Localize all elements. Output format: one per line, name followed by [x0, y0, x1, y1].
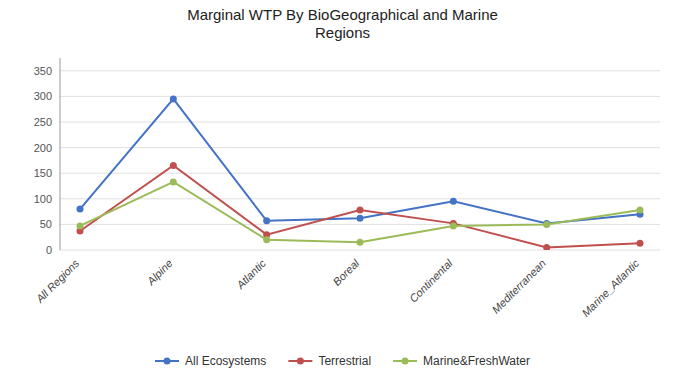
- series-line: [80, 166, 640, 248]
- grid-line: [60, 224, 660, 225]
- legend-item: All Ecosystems: [155, 354, 266, 368]
- x-axis: All Regions Alpine Atlantic Boreal Continent…: [33, 257, 642, 319]
- legend-item: Marine&FreshWater: [393, 354, 530, 368]
- legend-label: Marine&FreshWater: [423, 354, 530, 368]
- y-tick-label: 50: [40, 218, 52, 230]
- y-tick-label: 100: [34, 193, 52, 205]
- point: [357, 239, 364, 246]
- grid-line: [60, 96, 660, 97]
- grid-line: [60, 198, 660, 199]
- point: [543, 221, 550, 228]
- point: [357, 207, 364, 214]
- point: [170, 178, 177, 185]
- x-tick-label: Alpine: [144, 257, 175, 288]
- legend-label: Terrestrial: [318, 354, 371, 368]
- y-tick-label: 200: [34, 142, 52, 154]
- series-line: [80, 99, 640, 223]
- x-tick-label: Atlantic: [233, 257, 268, 292]
- point: [170, 162, 177, 169]
- title: Marginal WTP By BioGeographical and Mari…: [187, 6, 498, 41]
- point: [637, 207, 644, 214]
- point: [263, 236, 270, 243]
- legend-label: All Ecosystems: [185, 354, 266, 368]
- y-tick-label: 150: [34, 167, 52, 179]
- y-tick-label: 0: [46, 244, 52, 256]
- point: [263, 217, 270, 224]
- legend: All Ecosystems Terrestrial Marine&FreshWat…: [155, 354, 530, 368]
- point: [170, 95, 177, 102]
- series-line: [80, 182, 640, 242]
- grid-line: [60, 173, 660, 174]
- y-tick-label: 250: [34, 116, 52, 128]
- x-tick-label: Marine_Atlantic: [579, 257, 641, 319]
- y-tick-label: 350: [34, 65, 52, 77]
- legend-item: Terrestrial: [288, 354, 371, 368]
- y-axis: 0 50 100 150 200 250 300 350: [34, 58, 660, 256]
- point: [77, 206, 84, 213]
- point: [543, 244, 550, 250]
- point: [637, 240, 644, 247]
- x-tick-label: All Regions: [33, 257, 82, 306]
- chart: Marginal WTP By BioGeographical and Mari…: [0, 0, 685, 377]
- legend-marker: [402, 358, 409, 365]
- point: [77, 222, 84, 229]
- y-axis-line: [60, 58, 61, 250]
- legend-marker: [297, 358, 304, 365]
- grid-line: [60, 70, 660, 71]
- x-tick-label: Boreal: [330, 257, 361, 288]
- legend-marker: [164, 358, 171, 365]
- point: [450, 198, 457, 205]
- x-tick-label: Mediterranean: [489, 257, 548, 316]
- point: [357, 215, 364, 222]
- y-tick-label: 300: [34, 90, 52, 102]
- grid-line: [60, 122, 660, 123]
- point: [450, 222, 457, 229]
- grid-line: [60, 147, 660, 148]
- plot-area: [77, 95, 644, 250]
- x-tick-label: Continental: [407, 257, 455, 305]
- grid-line: [60, 250, 660, 251]
